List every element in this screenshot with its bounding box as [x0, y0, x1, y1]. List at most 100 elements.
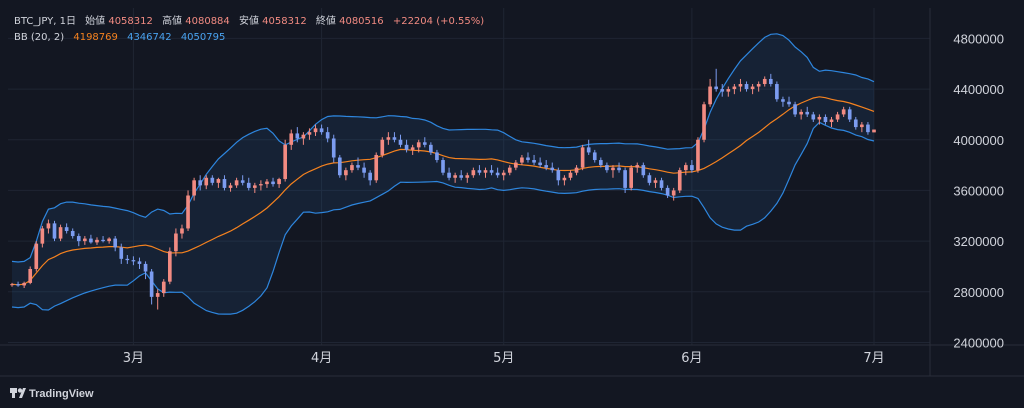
- candle[interactable]: [186, 190, 190, 231]
- candle[interactable]: [605, 162, 609, 173]
- candle[interactable]: [392, 132, 397, 143]
- candle[interactable]: [107, 237, 111, 244]
- candle[interactable]: [732, 84, 737, 95]
- candle[interactable]: [775, 81, 779, 102]
- candle[interactable]: [174, 228, 178, 257]
- candle[interactable]: [817, 114, 822, 125]
- candle[interactable]: [550, 162, 555, 173]
- candle[interactable]: [422, 137, 427, 148]
- candle[interactable]: [532, 154, 536, 166]
- candle[interactable]: [647, 172, 652, 186]
- candle[interactable]: [362, 162, 366, 178]
- candle[interactable]: [289, 129, 294, 150]
- candle[interactable]: [714, 68, 718, 92]
- candle[interactable]: [477, 165, 482, 176]
- candle[interactable]: [623, 167, 627, 193]
- candle[interactable]: [301, 132, 306, 145]
- candle[interactable]: [811, 111, 816, 123]
- candle[interactable]: [222, 175, 227, 191]
- candle[interactable]: [277, 177, 281, 188]
- candle[interactable]: [204, 175, 209, 190]
- candle[interactable]: [641, 162, 646, 178]
- candle[interactable]: [46, 219, 51, 234]
- candle[interactable]: [671, 187, 676, 201]
- candle[interactable]: [805, 106, 810, 117]
- candle[interactable]: [331, 134, 336, 163]
- candle[interactable]: [28, 266, 33, 285]
- candle[interactable]: [180, 224, 184, 239]
- candle[interactable]: [568, 170, 573, 181]
- candle[interactable]: [562, 175, 567, 186]
- candle[interactable]: [101, 236, 105, 243]
- candle[interactable]: [137, 257, 142, 269]
- candle[interactable]: [325, 127, 330, 143]
- candle[interactable]: [586, 139, 591, 155]
- candle[interactable]: [155, 289, 160, 310]
- candle[interactable]: [83, 236, 87, 245]
- candle[interactable]: [16, 281, 20, 287]
- candle[interactable]: [556, 167, 561, 186]
- candle[interactable]: [447, 167, 451, 181]
- candle[interactable]: [70, 228, 75, 239]
- candle[interactable]: [690, 160, 694, 173]
- candle[interactable]: [611, 165, 615, 178]
- candle[interactable]: [40, 225, 45, 248]
- candle[interactable]: [344, 167, 348, 181]
- candle[interactable]: [841, 106, 846, 117]
- candle[interactable]: [750, 84, 755, 95]
- candle[interactable]: [265, 179, 269, 188]
- candle[interactable]: [495, 167, 500, 178]
- candle[interactable]: [374, 152, 379, 183]
- tradingview-logo[interactable]: TradingView: [10, 388, 94, 400]
- candle[interactable]: [246, 177, 251, 191]
- candle[interactable]: [435, 149, 439, 163]
- candle[interactable]: [410, 144, 415, 155]
- candle[interactable]: [835, 111, 840, 123]
- candle[interactable]: [64, 223, 69, 234]
- candle[interactable]: [744, 81, 749, 92]
- candle[interactable]: [161, 279, 166, 297]
- candle[interactable]: [696, 137, 700, 173]
- candle[interactable]: [799, 109, 803, 120]
- candle[interactable]: [89, 234, 93, 244]
- candle[interactable]: [441, 157, 445, 176]
- candle[interactable]: [823, 114, 828, 125]
- candle[interactable]: [313, 124, 318, 136]
- candle[interactable]: [702, 101, 706, 143]
- bb-indicator-label[interactable]: BB (20, 2): [14, 32, 64, 43]
- candle[interactable]: [514, 160, 518, 171]
- candle[interactable]: [10, 282, 14, 287]
- candle[interactable]: [113, 236, 118, 252]
- candle[interactable]: [665, 185, 670, 199]
- candle[interactable]: [337, 154, 342, 178]
- candle[interactable]: [635, 162, 640, 173]
- candle[interactable]: [853, 116, 858, 130]
- candle[interactable]: [520, 154, 524, 166]
- candle[interactable]: [234, 177, 239, 188]
- candle[interactable]: [22, 281, 26, 288]
- candle[interactable]: [58, 224, 63, 242]
- candle[interactable]: [847, 106, 852, 123]
- candle[interactable]: [198, 175, 203, 191]
- candle[interactable]: [350, 162, 354, 173]
- candle[interactable]: [149, 268, 154, 305]
- candle[interactable]: [768, 73, 773, 87]
- candle[interactable]: [368, 170, 372, 186]
- candle[interactable]: [829, 116, 834, 128]
- candle[interactable]: [398, 134, 403, 148]
- candle[interactable]: [76, 233, 81, 247]
- candle[interactable]: [793, 101, 797, 117]
- candle[interactable]: [471, 167, 476, 178]
- candle[interactable]: [283, 139, 287, 182]
- candle[interactable]: [307, 128, 312, 140]
- candle[interactable]: [125, 255, 130, 264]
- candle[interactable]: [271, 177, 275, 187]
- candle[interactable]: [95, 237, 99, 245]
- candle[interactable]: [380, 137, 385, 158]
- candle[interactable]: [416, 139, 421, 153]
- candle[interactable]: [762, 76, 767, 87]
- candle[interactable]: [738, 78, 743, 92]
- candle[interactable]: [659, 177, 664, 191]
- candle[interactable]: [683, 162, 688, 176]
